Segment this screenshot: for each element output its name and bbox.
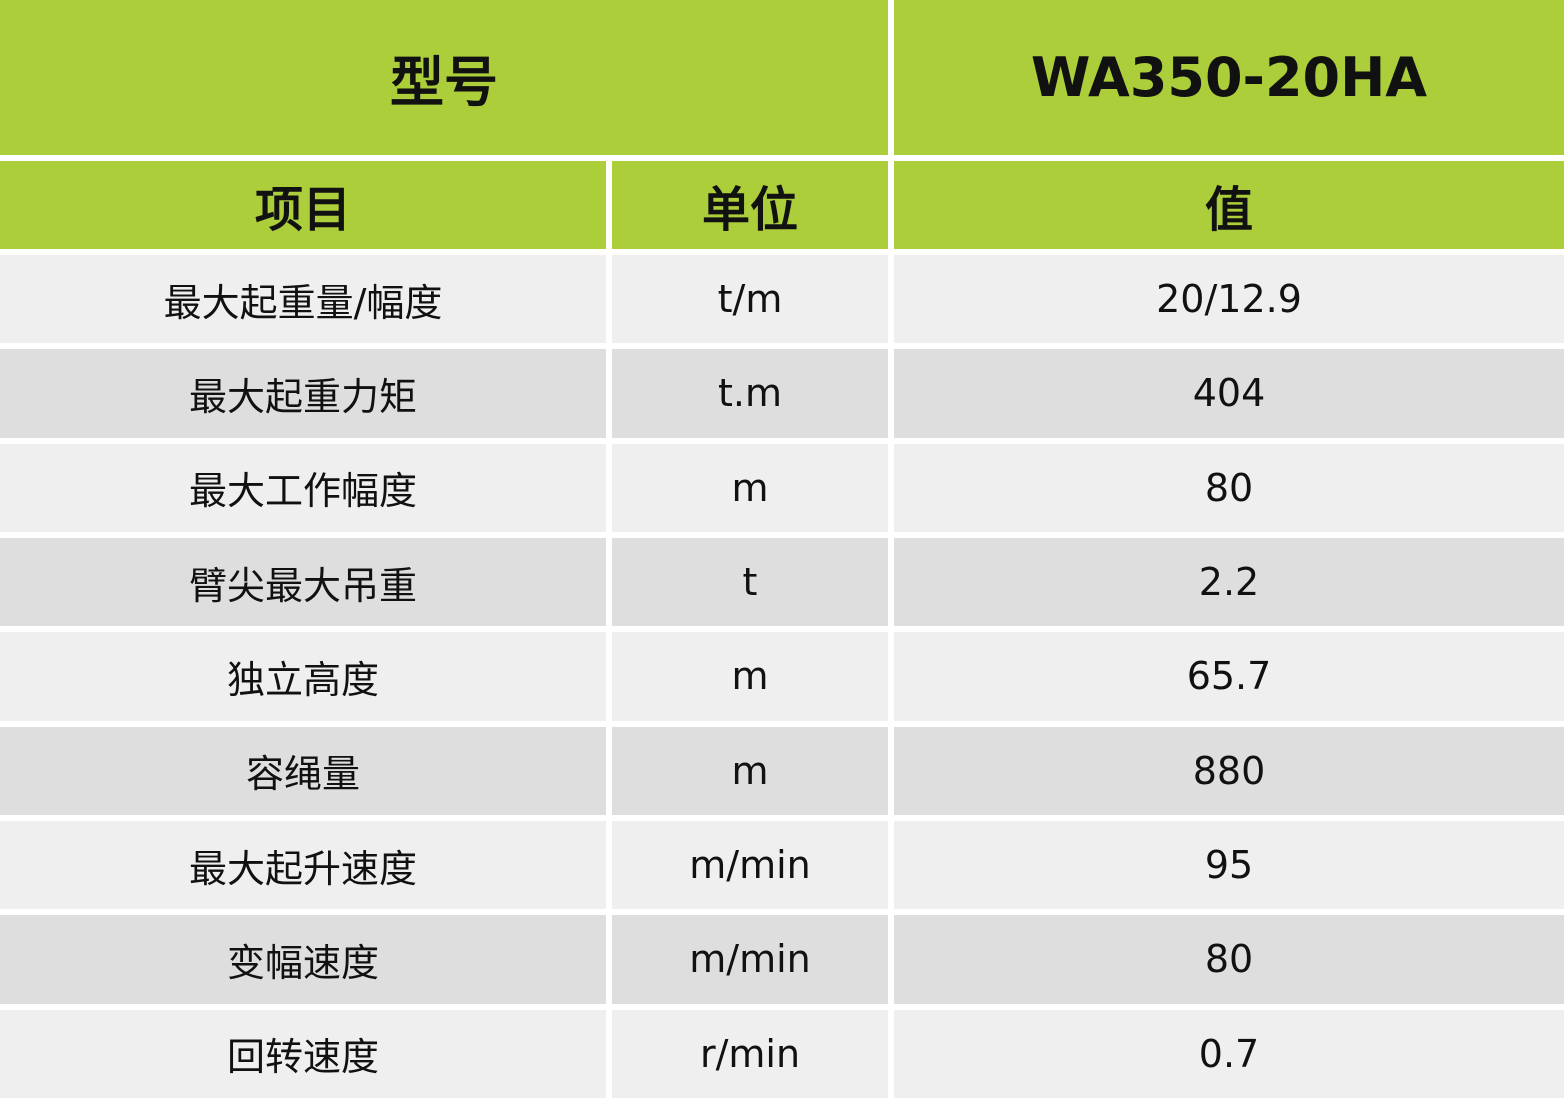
table-cell-item: 变幅速度	[0, 915, 606, 1004]
table-cell-item: 最大起升速度	[0, 821, 606, 910]
table-cell-unit: m/min	[612, 915, 888, 1004]
table-cell-value: 80	[894, 915, 1564, 1004]
table-cell-unit: m/min	[612, 821, 888, 910]
table-cell-unit: t/m	[612, 255, 888, 344]
table-cell-item: 最大起重力矩	[0, 349, 606, 438]
column-header-value: 值	[894, 161, 1564, 249]
table-cell-value: 404	[894, 349, 1564, 438]
table-cell-value: 0.7	[894, 1009, 1564, 1098]
table-cell-value: 80	[894, 443, 1564, 532]
table-cell-item: 独立高度	[0, 632, 606, 721]
column-header-unit: 单位	[612, 161, 888, 249]
table-cell-unit: m	[612, 632, 888, 721]
table-cell-item: 最大起重量/幅度	[0, 255, 606, 344]
table-cell-value: 880	[894, 726, 1564, 815]
table-cell-unit: t	[612, 538, 888, 627]
table-cell-unit: r/min	[612, 1009, 888, 1098]
table-cell-item: 最大工作幅度	[0, 443, 606, 532]
column-header-item: 项目	[0, 161, 606, 249]
table-cell-value: 20/12.9	[894, 255, 1564, 344]
table-cell-value: 95	[894, 821, 1564, 910]
table-cell-item: 容绳量	[0, 726, 606, 815]
table-cell-item: 臂尖最大吊重	[0, 538, 606, 627]
table-cell-item: 回转速度	[0, 1009, 606, 1098]
model-label: 型号	[0, 0, 888, 155]
model-value: WA350-20HA	[894, 0, 1564, 155]
table-cell-unit: m	[612, 726, 888, 815]
table-cell-value: 2.2	[894, 538, 1564, 627]
table-cell-unit: t.m	[612, 349, 888, 438]
table-cell-value: 65.7	[894, 632, 1564, 721]
table-cell-unit: m	[612, 443, 888, 532]
